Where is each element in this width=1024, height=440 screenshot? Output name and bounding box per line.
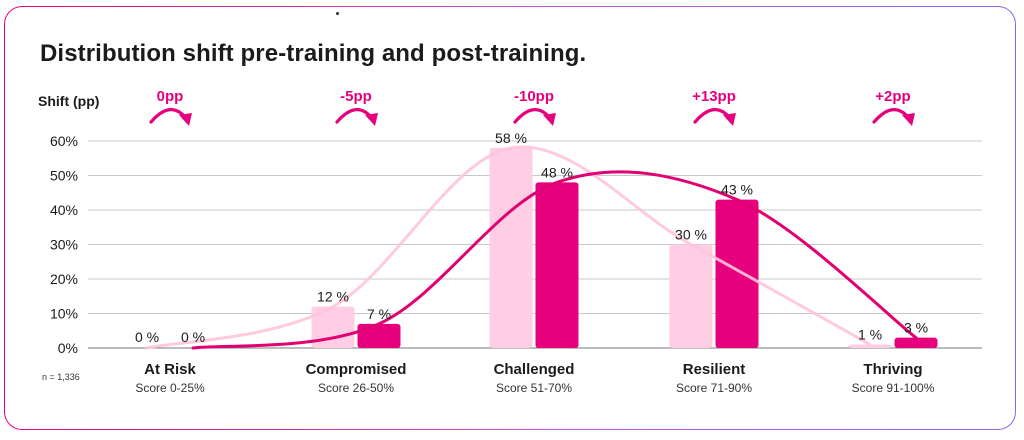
pre-training-bar [848, 344, 892, 348]
curved-arrow-icon [335, 108, 378, 126]
shift-value: +13pp [692, 88, 736, 105]
chart-title: Distribution shift pre-training and post… [40, 40, 587, 67]
data-label: 3 % [904, 320, 928, 336]
category-label: Challenged [494, 361, 575, 378]
pre-training-bar [489, 147, 533, 348]
pre-training-bar [311, 306, 355, 348]
distribution-curves [145, 145, 918, 350]
curved-arrow-icon [693, 108, 736, 126]
data-label: 12 % [317, 289, 349, 305]
category-score-range: Score 91-100% [852, 381, 935, 395]
post-training-bar [357, 323, 401, 348]
data-label: 48 % [541, 164, 573, 180]
y-tick-label: 30% [50, 237, 78, 253]
pre-training-curve [145, 145, 872, 350]
data-label: 43 % [721, 182, 753, 198]
post-training-bar [715, 199, 759, 348]
category-score-range: Score 51-70% [496, 381, 572, 395]
data-label: 0 % [135, 329, 159, 345]
category-score-range: Score 26-50% [318, 381, 394, 395]
data-labels: 0 % 12 % 58 % 30 % 1 % 0 % 7 % 48 % 43 % 3 % [135, 130, 928, 345]
data-label: 0 % [181, 329, 205, 345]
y-tick-label: 10% [50, 306, 78, 322]
shift-value: -10pp [514, 88, 554, 105]
curved-arrow-icon [513, 108, 556, 126]
shift-value: +2pp [875, 88, 910, 105]
y-axis-ticks: 0% 10% 20% 30% 40% 50% 60% [50, 133, 78, 356]
category-label: Compromised [306, 361, 407, 378]
bars [311, 147, 938, 348]
shift-annotations: 0pp -5pp -10pp +13pp +2pp [149, 88, 915, 126]
y-tick-label: 0% [58, 340, 78, 356]
grid-lines [88, 140, 982, 349]
data-label: 7 % [367, 306, 391, 322]
shift-value: -5pp [340, 88, 372, 105]
post-training-bar [894, 337, 938, 348]
category-labels: At Risk Score 0-25% Compromised Score 26-50… [135, 361, 934, 395]
category-label: Resilient [683, 361, 746, 378]
post-training-bar [535, 182, 579, 348]
curved-arrow-icon [149, 108, 192, 126]
category-score-range: Score 0-25% [135, 381, 205, 395]
decorative-dot [336, 12, 339, 15]
category-label: Thriving [863, 361, 922, 378]
sample-size-note: n = 1,336 [42, 372, 80, 382]
data-label: 58 % [495, 130, 527, 146]
y-tick-label: 40% [50, 202, 78, 218]
category-score-range: Score 71-90% [676, 381, 752, 395]
y-axis-label: Shift (pp) [38, 93, 99, 109]
data-label: 30 % [675, 227, 707, 243]
post-training-curve [191, 170, 918, 350]
category-label: At Risk [144, 361, 196, 378]
y-tick-label: 60% [50, 133, 78, 149]
shift-value: 0pp [157, 88, 184, 105]
data-label: 1 % [858, 327, 882, 343]
pre-training-bar [669, 244, 713, 348]
y-tick-label: 50% [50, 168, 78, 184]
y-tick-label: 20% [50, 271, 78, 287]
curved-arrow-icon [872, 108, 915, 126]
